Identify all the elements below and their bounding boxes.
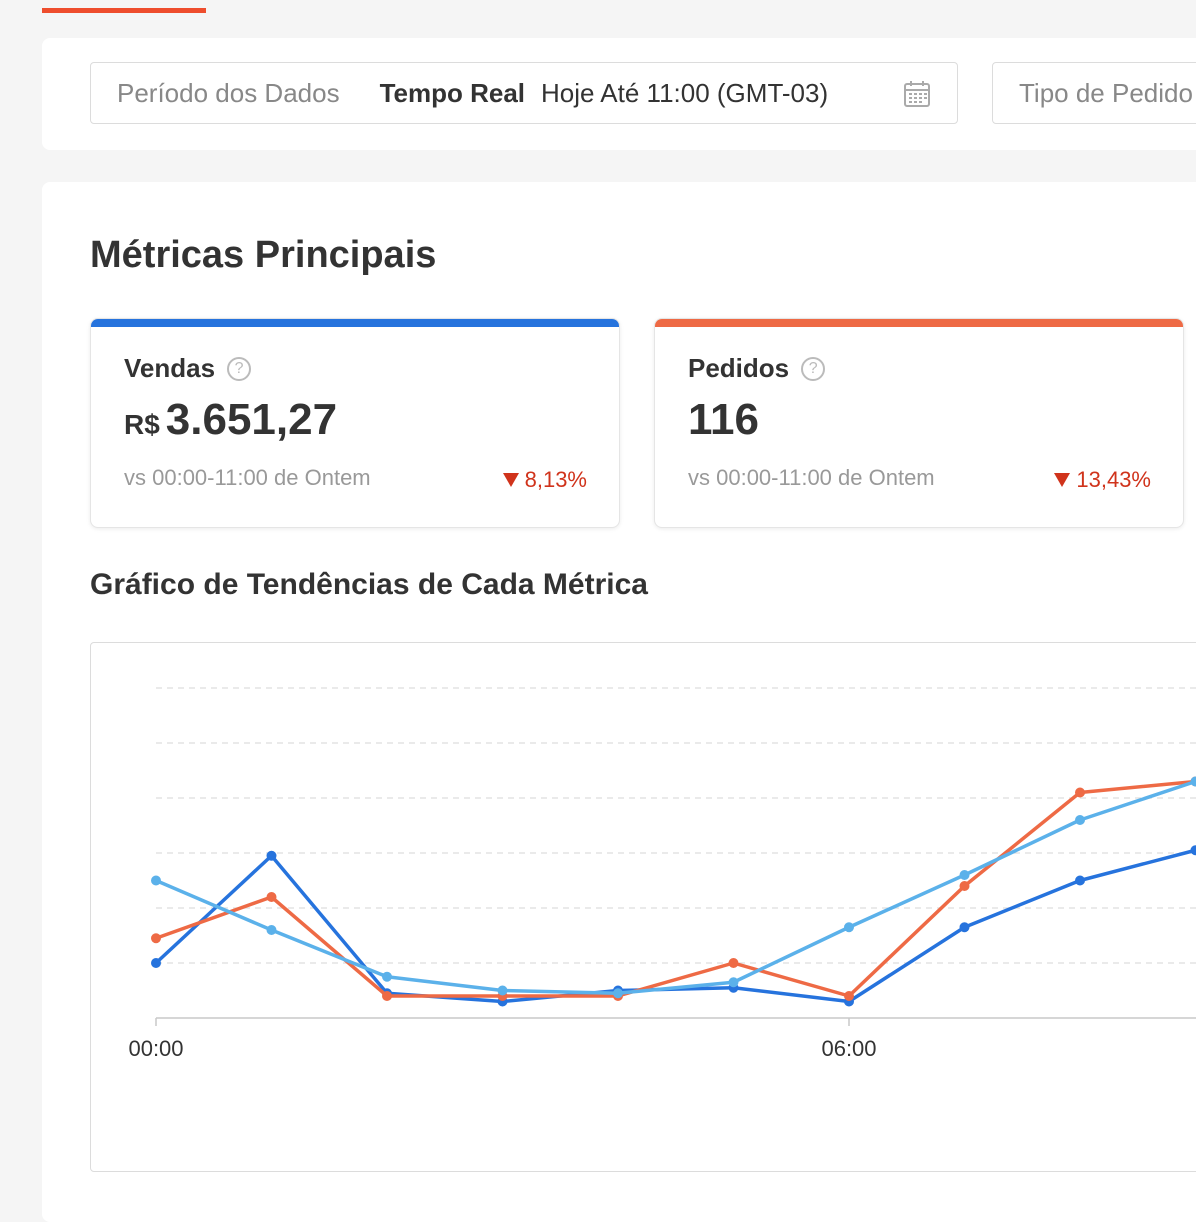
metric-change-value: 13,43% [1076, 467, 1151, 493]
metric-name: Vendas [124, 353, 215, 384]
metric-name-row: Pedidos ? [688, 353, 825, 384]
data-point [1075, 876, 1085, 886]
metric-compare: vs 00:00-11:00 de Ontem [688, 465, 935, 491]
trend-chart-svg: 00:00 06:00 [91, 643, 1196, 1172]
metric-change-value: 8,13% [525, 467, 587, 493]
data-point [267, 925, 277, 935]
data-point [729, 977, 739, 987]
metric-change: 8,13% [503, 467, 587, 493]
metric-value-row: R$ 3.651,27 [124, 395, 337, 445]
period-mode: Tempo Real [380, 78, 525, 109]
data-point [382, 991, 392, 1001]
data-point [844, 922, 854, 932]
order-type-selector[interactable]: Tipo de Pedido [992, 62, 1196, 124]
metric-card-sales[interactable]: Vendas ? R$ 3.651,27 vs 00:00-11:00 de O… [90, 318, 620, 528]
data-point [151, 933, 161, 943]
down-arrow-icon [503, 473, 519, 487]
data-point [267, 851, 277, 861]
currency-symbol: R$ [124, 409, 160, 441]
data-point [1075, 788, 1085, 798]
data-point [151, 958, 161, 968]
metric-card-color-bar [655, 319, 1183, 327]
question-icon[interactable]: ? [801, 357, 825, 381]
metric-card-orders[interactable]: Pedidos ? 116 vs 00:00-11:00 de Ontem 13… [654, 318, 1184, 528]
series-line [156, 782, 1196, 997]
calendar-icon[interactable] [903, 80, 931, 108]
data-point [498, 986, 508, 996]
metric-name: Pedidos [688, 353, 789, 384]
data-point [267, 892, 277, 902]
filter-bar: Período dos Dados Tempo Real Hoje Até 11… [42, 38, 1196, 150]
x-tick-label: 00:00 [128, 1036, 183, 1061]
data-point [1075, 815, 1085, 825]
data-point [960, 870, 970, 880]
metric-card-color-bar [91, 319, 619, 327]
metric-name-row: Vendas ? [124, 353, 251, 384]
page-title: Métricas Principais [90, 234, 436, 277]
metric-value-row: 116 [688, 395, 759, 445]
data-point [960, 881, 970, 891]
metric-value: 3.651,27 [166, 395, 337, 445]
period-value: Hoje Até 11:00 (GMT-03) [541, 78, 828, 109]
data-point [729, 958, 739, 968]
metric-change: 13,43% [1054, 467, 1151, 493]
main-panel: Métricas Principais Vendas ? R$ 3.651,27… [42, 182, 1196, 1222]
data-point [960, 922, 970, 932]
trend-chart: 00:00 06:00 [90, 642, 1196, 1172]
chart-title: Gráfico de Tendências de Cada Métrica [90, 568, 648, 602]
data-point [382, 972, 392, 982]
data-point [613, 988, 623, 998]
active-tab-indicator [42, 8, 206, 13]
data-point [151, 876, 161, 886]
period-label: Período dos Dados [117, 78, 340, 109]
data-period-selector[interactable]: Período dos Dados Tempo Real Hoje Até 11… [90, 62, 958, 124]
metric-value: 116 [688, 395, 759, 445]
down-arrow-icon [1054, 473, 1070, 487]
data-point [1191, 777, 1196, 787]
question-icon[interactable]: ? [227, 357, 251, 381]
metric-compare: vs 00:00-11:00 de Ontem [124, 465, 371, 491]
series-line [156, 782, 1196, 994]
order-type-label: Tipo de Pedido [1019, 78, 1193, 109]
data-point [844, 991, 854, 1001]
x-tick-label: 06:00 [821, 1036, 876, 1061]
